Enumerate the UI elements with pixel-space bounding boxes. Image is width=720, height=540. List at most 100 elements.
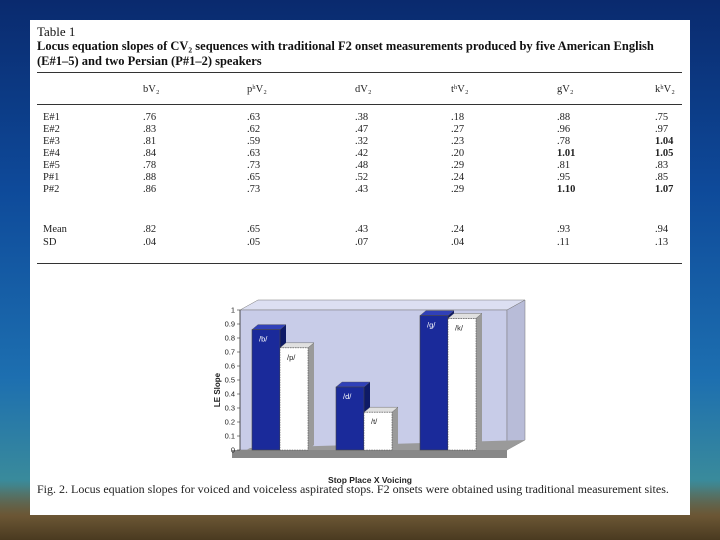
bar-side	[308, 342, 314, 450]
table-cell: .78	[557, 136, 571, 147]
bar-top	[251, 324, 287, 330]
table-cell: .52	[355, 172, 369, 183]
bar-front	[251, 329, 281, 451]
y-tick-label: 0.2	[225, 418, 235, 427]
table-header-row: bV₂ pʰV₂ dV₂ tʰV₂ gV₂ kʰV₂	[37, 84, 682, 96]
table-cell: .94	[655, 224, 669, 235]
row-label: E#3	[43, 136, 60, 147]
bar-front	[279, 347, 309, 451]
table-cell: .04	[451, 237, 465, 248]
table-row: P#2 .86 .73 .43 .29 1.10 1.07	[37, 184, 682, 196]
table-label: Table 1	[37, 24, 76, 39]
table-cell: .76	[143, 112, 157, 123]
bar-top	[447, 313, 483, 319]
col-header: pʰV₂	[247, 84, 267, 95]
y-tick-label: 0.8	[225, 334, 235, 343]
table-cell: .32	[355, 136, 369, 147]
table-row: E#5 .78 .73 .48 .29 .81 .83	[37, 160, 682, 172]
bar-label: /b/	[259, 335, 268, 344]
table-bottom-rule	[37, 263, 682, 264]
y-axis-title: LE Slope	[213, 372, 222, 407]
table-top-rule	[37, 72, 682, 73]
table-cell: 1.04	[655, 136, 674, 147]
table-cell: .83	[143, 124, 157, 135]
bar-label: /p/	[287, 353, 296, 362]
table-cell: .84	[143, 148, 157, 159]
bar-front	[335, 386, 365, 451]
table-cell: .88	[557, 112, 571, 123]
table-cell: .04	[143, 237, 157, 248]
table-cell: 1.07	[655, 184, 674, 195]
table-cell: .11	[557, 237, 570, 248]
table-cell: 1.01	[557, 148, 576, 159]
plot-floor-front	[232, 450, 507, 458]
row-label: E#4	[43, 148, 60, 159]
bar-side	[392, 407, 398, 450]
table-cell: .96	[557, 124, 571, 135]
bar-top	[363, 406, 399, 413]
table-cell: .65	[247, 172, 261, 183]
bar-front	[363, 411, 393, 451]
table-cell: .48	[355, 160, 369, 171]
y-tick-label: 0	[231, 446, 235, 455]
y-tick-label: 0.3	[225, 404, 235, 413]
table-cell: .95	[557, 172, 571, 183]
table-cell: .86	[143, 184, 157, 195]
table-cell: .82	[143, 224, 157, 235]
table-cell: .88	[143, 172, 157, 183]
table-cell: .65	[247, 224, 261, 235]
table-cell: .63	[247, 112, 261, 123]
slide-content-panel: Table 1 Locus equation slopes of CV₂ seq…	[30, 20, 690, 515]
table-cell: .43	[355, 224, 369, 235]
bar-chart: 0 0.1 0.2 0.3 0.4 0.5 0.6 0.7 0.8 0.9 1 /b/ /p/ /d/ /…	[210, 298, 540, 493]
row-label: E#2	[43, 124, 60, 135]
row-label: Mean	[43, 224, 67, 235]
table-cell: .85	[655, 172, 669, 183]
bar-front	[447, 318, 477, 451]
x-axis-title: Stop Place X Voicing	[328, 475, 412, 485]
table-cell: .20	[451, 148, 465, 159]
table-row: P#1 .88 .65 .52 .24 .95 .85	[37, 172, 682, 184]
row-label: P#1	[43, 172, 60, 183]
table-summary-row: Mean .82 .65 .43 .24 .93 .94	[37, 224, 682, 236]
row-label: SD	[43, 237, 57, 248]
table-cell: .29	[451, 160, 465, 171]
table-cell: .38	[355, 112, 369, 123]
table-summary-row: SD .04 .05 .07 .04 .11 .13	[37, 237, 682, 249]
y-tick-label: 0.1	[225, 432, 235, 441]
table-row: E#4 .84 .63 .42 .20 1.01 1.05	[37, 148, 682, 160]
plot-back-wall	[239, 299, 526, 311]
bar-top	[419, 310, 455, 316]
row-label: E#1	[43, 112, 60, 123]
table-row: E#3 .81 .59 .32 .23 .78 1.04	[37, 136, 682, 148]
y-tick-label: 0.7	[225, 348, 235, 357]
bar-label: /g/	[427, 321, 436, 330]
table-row: E#2 .83 .62 .47 .27 .96 .97	[37, 124, 682, 136]
table-cell: .73	[247, 184, 261, 195]
table-cell: .81	[557, 160, 571, 171]
table-header-rule	[37, 104, 682, 105]
bar-label: /d/	[343, 392, 352, 401]
plot-side-wall	[506, 299, 526, 451]
table-title: Locus equation slopes of CV₂ sequences w…	[37, 39, 654, 68]
table-cell: .24	[451, 224, 465, 235]
table-caption: Table 1 Locus equation slopes of CV₂ seq…	[37, 24, 683, 69]
y-tick-label: 1	[231, 306, 235, 315]
row-label: P#2	[43, 184, 60, 195]
col-header: tʰV₂	[451, 84, 469, 95]
table-cell: .75	[655, 112, 669, 123]
row-label: E#5	[43, 160, 60, 171]
table-cell: .83	[655, 160, 669, 171]
bar-chart-svg: 0 0.1 0.2 0.3 0.4 0.5 0.6 0.7 0.8 0.9 1 /b/ /p/ /d/ /…	[213, 299, 526, 485]
table-cell: .18	[451, 112, 465, 123]
y-tick-label: 0.9	[225, 320, 235, 329]
col-header: dV₂	[355, 84, 372, 95]
bar-label: /k/	[455, 323, 464, 332]
y-tick-label: 0.5	[225, 376, 235, 385]
bar-label: /t/	[371, 417, 378, 426]
col-header: bV₂	[143, 84, 160, 95]
bar: /k/	[447, 313, 483, 451]
bar-top	[279, 342, 315, 348]
table-cell: 1.10	[557, 184, 576, 195]
table-cell: .78	[143, 160, 157, 171]
